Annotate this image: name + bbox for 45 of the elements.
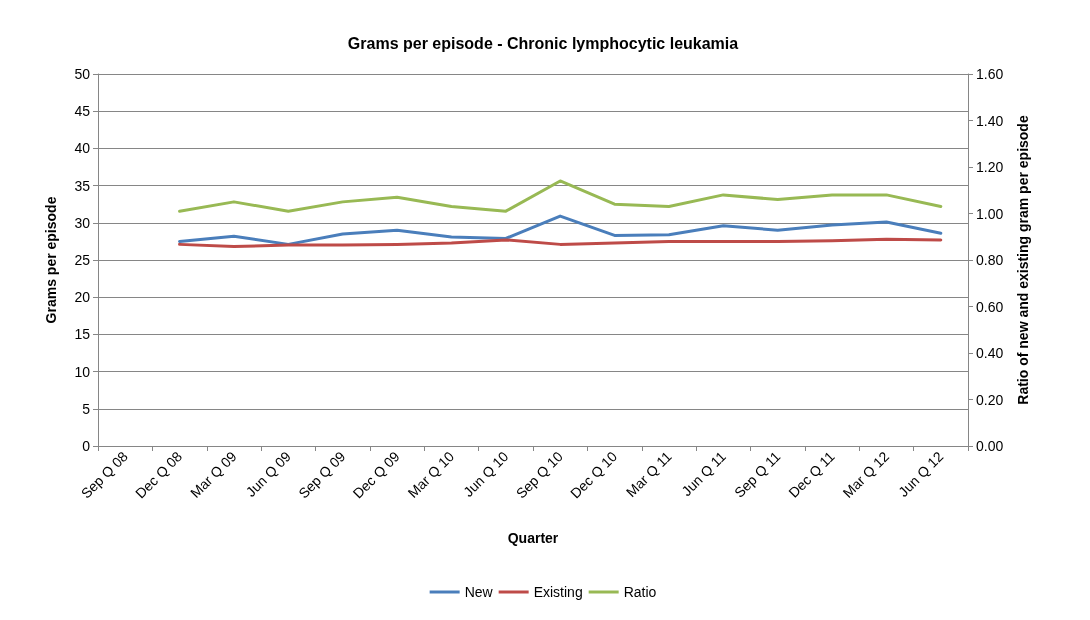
- x-tick-label: Mar Q 11: [622, 448, 675, 501]
- x-tick-label: Mar Q 09: [187, 448, 240, 501]
- x-tick-label: Mar Q 10: [404, 448, 458, 501]
- y-tick-label: 10: [74, 363, 91, 380]
- x-tick-label: Sep Q 10: [512, 448, 566, 502]
- y2-tick-label: 1.00: [976, 205, 1004, 222]
- y2-tick-label: 1.40: [976, 112, 1004, 129]
- y2-axis-title: Ratio of new and existing gram per episode: [1015, 115, 1031, 405]
- x-tick-label: Dec Q 09: [349, 448, 403, 502]
- x-tick-label: Jun Q 12: [895, 448, 947, 500]
- y2-tick-label: 0.00: [976, 438, 1004, 454]
- x-tick-label: Jun Q 09: [242, 448, 295, 500]
- y-tick-label: 0: [82, 438, 91, 454]
- y-tick-label: 50: [74, 66, 91, 82]
- y-tick-label: 40: [74, 140, 91, 157]
- legend-label: Ratio: [623, 584, 657, 600]
- y-tick-label: 35: [74, 177, 91, 194]
- y2-tick-label: 1.20: [976, 159, 1004, 175]
- y-tick-label: 5: [82, 400, 91, 417]
- line-series: [178, 179, 943, 213]
- y-tick-label: 25: [74, 252, 91, 268]
- x-tick-label: Jun Q 11: [678, 448, 730, 500]
- x-tick-label: Jun Q 10: [460, 448, 512, 500]
- y-tick-label: 15: [74, 326, 91, 343]
- y-tick-label: 20: [74, 289, 91, 306]
- y-tick-label: 30: [74, 214, 91, 231]
- y2-tick-label: 0.20: [976, 391, 1004, 408]
- x-tick-label: Sep Q 09: [295, 448, 349, 502]
- y2-tick-label: 0.40: [976, 345, 1004, 361]
- y-axis-title: Grams per episode: [43, 196, 59, 324]
- line-series: [178, 237, 943, 249]
- y2-tick-label: 0.80: [976, 252, 1004, 268]
- x-tick-label: Dec Q 08: [132, 448, 186, 502]
- legend-label: Existing: [533, 584, 583, 600]
- x-axis-title: Quarter: [507, 530, 559, 546]
- y2-tick-label: 0.60: [976, 298, 1004, 315]
- line-series: [178, 214, 943, 246]
- y2-tick-label: 1.60: [976, 66, 1004, 82]
- legend-label: New: [464, 584, 494, 600]
- x-tick-label: Mar Q 12: [839, 448, 893, 501]
- chart-title: Grams per episode - Chronic lymphocytic leukamia: [347, 34, 739, 52]
- x-tick-label: Sep Q 11: [730, 448, 784, 501]
- x-tick-label: Dec Q 11: [785, 448, 838, 501]
- x-tick-label: Dec Q 10: [567, 448, 621, 502]
- y-tick-label: 45: [74, 103, 91, 120]
